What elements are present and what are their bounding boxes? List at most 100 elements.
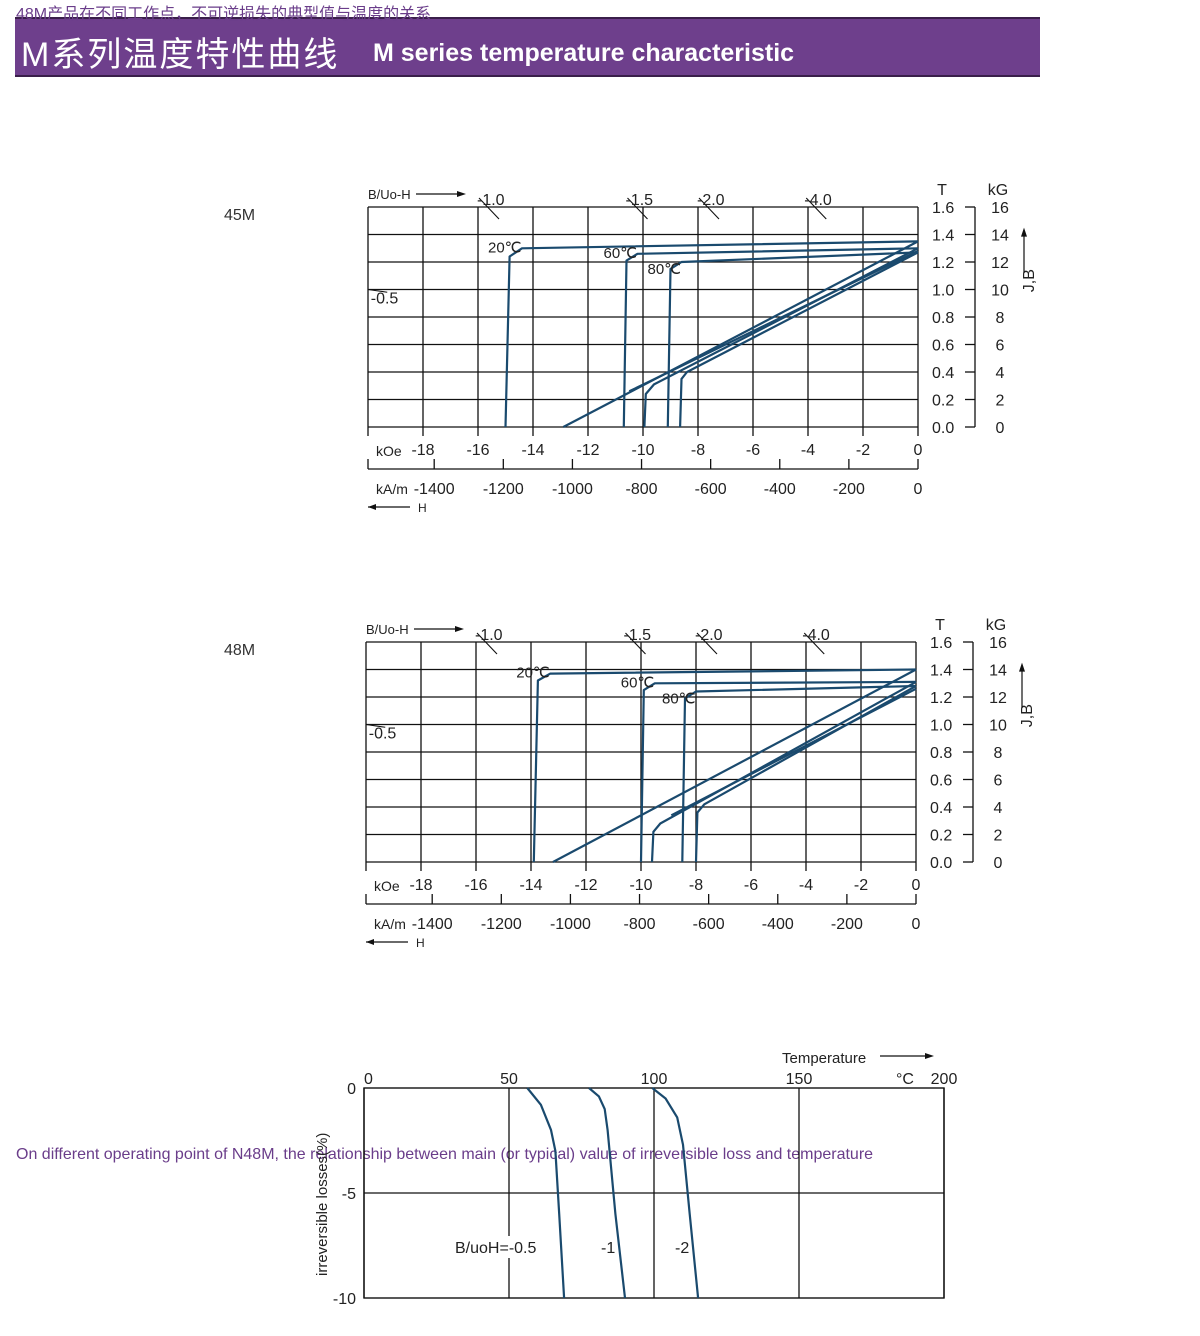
x-tick-label: -4	[799, 877, 813, 894]
x-tick-label: 150	[786, 1071, 813, 1088]
load-line-label: -1.5	[624, 627, 652, 644]
load-line-label: -0.5	[371, 290, 399, 307]
induction-curve	[643, 247, 919, 428]
y-tick-label-tesla: 0.2	[930, 828, 952, 845]
x-unit-label: kOe	[374, 878, 400, 894]
x2-tick-label: -1400	[414, 481, 455, 498]
load-line-mark	[627, 197, 648, 220]
y-tick-label: -10	[333, 1291, 356, 1308]
x2-tick-label: -600	[693, 916, 725, 933]
y-tick-label: -5	[342, 1186, 356, 1203]
y-unit-kilogauss: kG	[988, 182, 1008, 199]
x2-tick-label: -200	[831, 916, 863, 933]
x-unit-label: °C	[896, 1071, 914, 1088]
y-tick-label-tesla: 0.6	[932, 338, 954, 355]
y-tick-label-tesla: 1.2	[932, 255, 954, 272]
y-tick-label-tesla: 1.4	[932, 228, 954, 245]
y-tick-label-tesla: 0.0	[932, 420, 954, 437]
induction-curve	[562, 240, 919, 428]
y-unit-kilogauss: kG	[986, 617, 1006, 634]
x-tick-label: -10	[631, 442, 654, 459]
y-tick-label-kilogauss: 12	[991, 255, 1009, 272]
x-tick-label: -14	[519, 877, 542, 894]
y-axis-label: irreversible losses(%)	[314, 1133, 331, 1276]
x2-tick-label: 0	[912, 916, 921, 933]
y-unit-tesla: T	[937, 182, 947, 199]
arrow-right-icon	[455, 626, 464, 632]
y-tick-label-tesla: 1.0	[932, 283, 954, 300]
y-tick-label-tesla: 0.8	[932, 310, 954, 327]
x-tick-label: -8	[689, 877, 703, 894]
y-tick-label-kilogauss: 12	[989, 690, 1007, 707]
induction-curve	[679, 251, 919, 428]
curve-temperature-label: 60℃	[604, 245, 638, 262]
y-tick-label-tesla: 0.0	[930, 855, 952, 872]
load-line-label: -2.0	[695, 627, 723, 644]
x2-unit-label: kA/m	[374, 916, 406, 932]
note-english: On different operating point of N48M, th…	[16, 1146, 874, 1163]
arrow-left-icon	[366, 939, 374, 945]
y-tick-label-tesla: 1.6	[930, 635, 952, 652]
load-line-mark	[625, 632, 646, 655]
arrow-right-icon	[925, 1053, 934, 1059]
curve-label: -1	[601, 1240, 615, 1257]
arrow-left-icon	[368, 504, 376, 510]
x2-tick-label: -400	[764, 481, 796, 498]
x-tick-label: 0	[914, 442, 923, 459]
intrinsic-curve	[666, 251, 919, 428]
load-line-label: -2.0	[697, 192, 725, 209]
x2-unit-label: kA/m	[376, 481, 408, 497]
y-tick-label: 0	[347, 1081, 356, 1098]
label-background	[452, 1236, 540, 1258]
arrow-up-icon	[1021, 227, 1027, 237]
y-tick-label-kilogauss: 0	[996, 420, 1005, 437]
y-tick-label-tesla: 0.8	[930, 745, 952, 762]
title-english: M series temperature characteristic	[373, 39, 795, 67]
x-tick-label: -2	[856, 442, 870, 459]
x-axis-label: Temperature	[782, 1050, 866, 1067]
x2-tick-label: -1000	[552, 481, 593, 498]
load-line-mark	[698, 197, 720, 220]
h-axis-label: H	[416, 936, 425, 950]
x2-tick-label: -1200	[483, 481, 524, 498]
x-tick-label: -14	[521, 442, 544, 459]
load-line-label: -1.5	[626, 192, 654, 209]
load-line-label: -4.0	[804, 192, 832, 209]
y-tick-label-kilogauss: 14	[989, 663, 1007, 680]
load-line-mark	[696, 632, 718, 655]
x2-tick-label: -400	[762, 916, 794, 933]
x-tick-label: 0	[364, 1071, 373, 1088]
curve-temperature-label: 80℃	[648, 261, 682, 278]
induction-curve	[650, 680, 917, 863]
y-tick-label-kilogauss: 2	[994, 828, 1003, 845]
y-unit-tesla: T	[935, 617, 945, 634]
load-line-mark	[805, 197, 827, 220]
curve-label: B/uoH=-0.5	[455, 1240, 536, 1257]
load-line-mark	[367, 288, 388, 293]
loss-curve	[651, 1087, 700, 1299]
y-tick-label-tesla: 0.4	[932, 365, 954, 382]
y-tick-label-kilogauss: 0	[994, 855, 1003, 872]
x-tick-label: -16	[464, 877, 487, 894]
loss-curve	[588, 1087, 627, 1299]
x2-tick-label: -200	[833, 481, 865, 498]
note-chinese: 48M产品在不同工作点，不可逆损失的典型值与温度的关系	[16, 6, 432, 23]
y-tick-label-tesla: 0.4	[930, 800, 952, 817]
intrinsic-curve	[622, 247, 919, 428]
intrinsic-curve	[681, 684, 917, 863]
load-line-label: -1.0	[475, 627, 503, 644]
y-tick-label-kilogauss: 16	[991, 200, 1009, 217]
x2-tick-label: -600	[695, 481, 727, 498]
load-line-label: -4.0	[802, 627, 830, 644]
y-tick-label-tesla: 1.0	[930, 718, 952, 735]
curve-temperature-label: 20℃	[516, 665, 550, 682]
x-unit-label: kOe	[376, 443, 402, 459]
x-tick-label: 100	[641, 1071, 668, 1088]
x-tick-label: -16	[466, 442, 489, 459]
induction-curve	[552, 668, 917, 863]
title-chinese: M系列温度特性曲线	[21, 36, 340, 74]
y-tick-label-kilogauss: 8	[996, 310, 1005, 327]
load-line-label: -0.5	[369, 725, 397, 742]
x-tick-label: -6	[746, 442, 760, 459]
